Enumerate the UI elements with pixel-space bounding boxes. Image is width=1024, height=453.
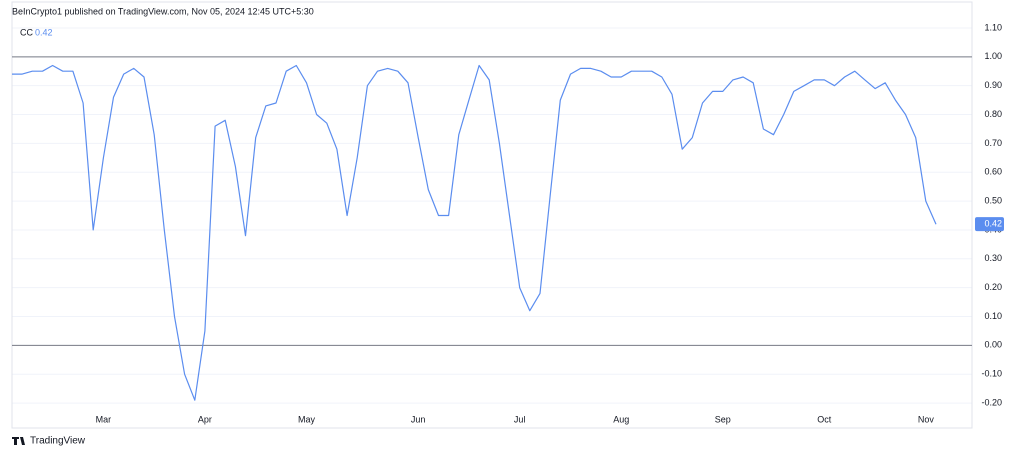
y-tick-label: 1.10 <box>984 22 1002 32</box>
legend-name: CC <box>20 27 33 37</box>
x-tick-label: Oct <box>817 414 832 424</box>
y-tick-label: 0.80 <box>984 109 1002 119</box>
line-series <box>12 64 937 401</box>
x-tick-label: Aug <box>613 414 629 424</box>
y-tick-label: -0.20 <box>981 397 1002 407</box>
footer-logo <box>12 437 25 445</box>
y-tick-label: 0.00 <box>984 340 1002 350</box>
x-tick-label: Jun <box>411 414 426 424</box>
y-tick-label: 1.00 <box>984 51 1002 61</box>
header: BeInCrypto1 published on TradingView.com… <box>12 6 314 16</box>
y-tick-label: 0.30 <box>984 253 1002 263</box>
y-tick-label: 0.90 <box>984 80 1002 90</box>
x-tick-label: Jul <box>514 414 526 424</box>
plot-frame <box>11 1 973 429</box>
x-tick-label: Nov <box>918 414 935 424</box>
y-tick-label: 0.10 <box>984 311 1002 321</box>
y-tick-label: -0.10 <box>981 369 1002 379</box>
x-tick-label: Sep <box>715 414 731 424</box>
y-tick-label: 0.60 <box>984 167 1002 177</box>
x-tick-label: Mar <box>96 414 112 424</box>
x-tick-label: May <box>298 414 316 424</box>
footer-logo-text: TradingView <box>30 436 86 447</box>
x-tick-label: Apr <box>198 414 212 424</box>
last-value-badge <box>975 217 1004 232</box>
y-tick-label: 0.70 <box>984 138 1002 148</box>
y-tick-label: 0.20 <box>984 282 1002 292</box>
y-tick-label: 0.50 <box>984 195 1002 205</box>
legend-value: 0.42 <box>35 27 53 37</box>
last-value-label: 0.42 <box>984 219 1002 229</box>
